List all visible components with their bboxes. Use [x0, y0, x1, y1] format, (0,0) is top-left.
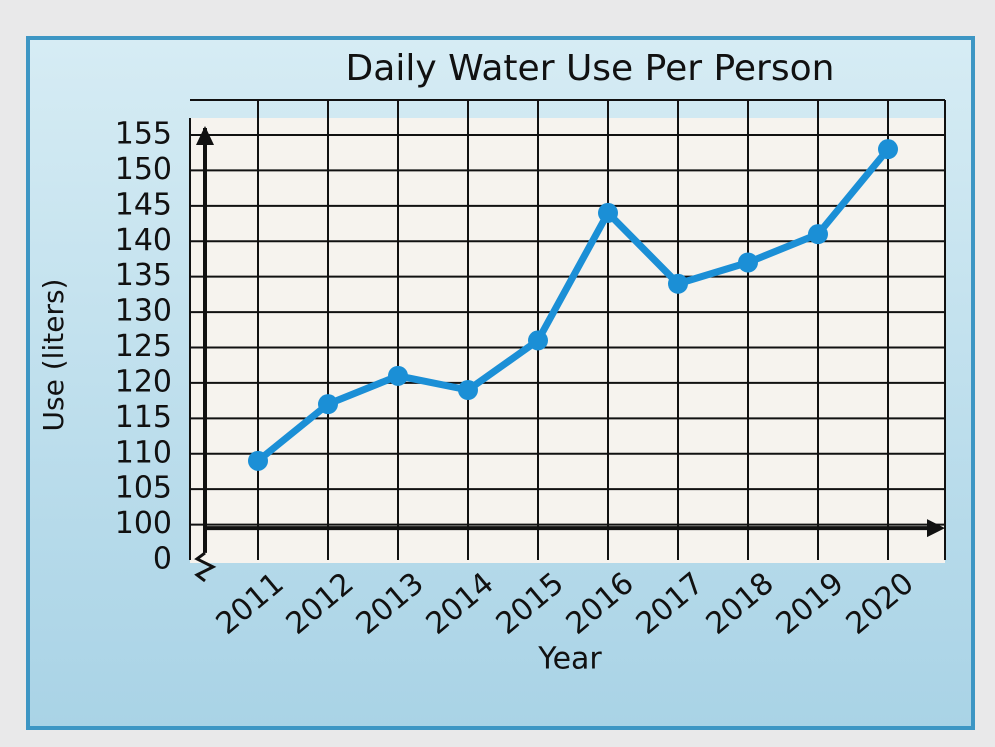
data-point: [598, 202, 618, 223]
y-tick-label: 0: [153, 542, 172, 577]
y-axis-arrow: [196, 126, 214, 145]
data-point: [318, 394, 338, 415]
data-point: [458, 380, 478, 400]
y-axis-title: Use (liters): [37, 279, 70, 432]
y-tick-label: 145: [115, 187, 172, 222]
chart-title: Daily Water Use Per Person: [346, 48, 835, 89]
data-point: [388, 365, 408, 386]
y-tick-label: 100: [115, 506, 172, 541]
y-tick-label: 105: [115, 471, 172, 506]
data-point: [248, 450, 268, 471]
y-tick-label: 115: [115, 400, 172, 435]
y-tick-label: 120: [115, 364, 172, 399]
y-tick-label: 125: [115, 329, 172, 364]
y-tick-label: 155: [115, 117, 172, 152]
x-axis-arrow: [927, 519, 945, 538]
data-point: [808, 224, 828, 245]
data-point: [668, 273, 688, 294]
x-axis-title: Year: [537, 642, 602, 677]
data-line: [255, 146, 891, 464]
y-tick-label: 135: [115, 258, 172, 293]
plot-area: [190, 118, 945, 563]
data-point: [738, 252, 758, 273]
y-tick-label: 140: [115, 223, 172, 258]
data-point: [878, 139, 898, 160]
y-tick-label: 110: [115, 435, 172, 470]
data-point: [528, 330, 548, 351]
y-tick-label: 150: [115, 152, 172, 187]
y-tick-label: 130: [115, 294, 172, 329]
axis-break: [194, 551, 217, 583]
